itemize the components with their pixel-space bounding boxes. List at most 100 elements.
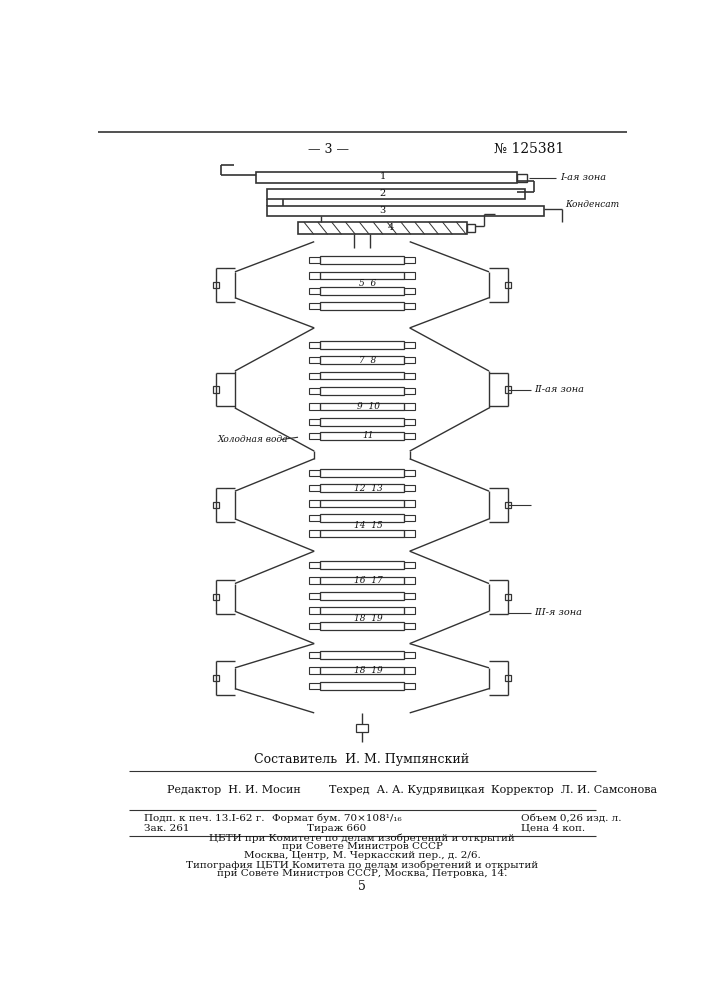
Bar [404, 272, 415, 279]
Bar [320, 514, 404, 522]
Bar [309, 562, 320, 568]
Bar [404, 530, 415, 537]
Bar [309, 485, 320, 491]
Text: 16  17: 16 17 [354, 576, 382, 585]
Bar [506, 282, 511, 288]
Bar [320, 561, 404, 569]
Bar [506, 386, 511, 393]
Bar [404, 515, 415, 521]
Bar [320, 651, 404, 659]
Bar [309, 403, 320, 410]
Bar [404, 652, 415, 658]
Bar [518, 174, 527, 182]
Bar [320, 403, 404, 410]
Bar [506, 675, 511, 681]
Bar [404, 485, 415, 491]
Bar [267, 206, 544, 216]
Bar [404, 607, 415, 614]
Bar [320, 469, 404, 477]
Bar [320, 682, 404, 690]
Text: II-ая зона: II-ая зона [534, 385, 584, 394]
Bar [356, 724, 368, 732]
Bar [320, 484, 404, 492]
Text: ЦБТИ при Комитете по делам изобретений и открытий: ЦБТИ при Комитете по делам изобретений и… [209, 834, 515, 843]
Text: 18  19: 18 19 [354, 614, 382, 623]
Text: — 3 —: — 3 — [308, 143, 349, 156]
Bar [309, 388, 320, 394]
Bar [506, 594, 511, 600]
Bar [309, 530, 320, 537]
Text: 9  10: 9 10 [356, 402, 380, 411]
Bar [309, 515, 320, 521]
Text: Тираж 660: Тираж 660 [307, 824, 366, 833]
Bar [267, 189, 525, 199]
Bar [320, 592, 404, 600]
Bar [309, 257, 320, 263]
Text: I-ая зона: I-ая зона [560, 173, 606, 182]
Bar [309, 577, 320, 584]
Bar [320, 256, 404, 264]
Bar [320, 418, 404, 426]
Bar [404, 683, 415, 689]
Bar [404, 470, 415, 476]
Bar [309, 623, 320, 629]
Bar [309, 593, 320, 599]
Bar [404, 562, 415, 568]
Bar [404, 388, 415, 394]
Text: 14  15: 14 15 [354, 521, 382, 530]
Bar [320, 272, 404, 279]
Bar [309, 683, 320, 689]
Bar [404, 303, 415, 309]
Bar [298, 222, 467, 234]
Text: 3: 3 [380, 206, 386, 215]
Bar [309, 500, 320, 507]
Bar [404, 288, 415, 294]
Text: Техред  А. А. Кудрявицкая: Техред А. А. Кудрявицкая [329, 785, 484, 795]
Bar [309, 373, 320, 379]
Bar [309, 652, 320, 658]
Bar [213, 282, 218, 288]
Bar [404, 593, 415, 599]
Bar [309, 303, 320, 309]
Bar [320, 356, 404, 364]
Bar [309, 433, 320, 439]
Text: Цена 4 коп.: Цена 4 коп. [521, 824, 585, 833]
Bar [404, 373, 415, 379]
Text: 1: 1 [380, 172, 386, 181]
Bar [404, 257, 415, 263]
Bar [320, 667, 404, 674]
Bar [320, 530, 404, 537]
Text: Москва, Центр, М. Черкасский пер., д. 2/6.: Москва, Центр, М. Черкасский пер., д. 2/… [244, 851, 480, 860]
Bar [404, 342, 415, 348]
Text: Типография ЦБТИ Комитета по делам изобретений и открытий: Типография ЦБТИ Комитета по делам изобре… [186, 861, 538, 870]
Text: 2: 2 [380, 189, 386, 198]
Text: Зак. 261: Зак. 261 [144, 824, 189, 833]
Bar [320, 387, 404, 395]
Bar [309, 357, 320, 363]
Bar [404, 403, 415, 410]
Bar [320, 372, 404, 379]
Text: III-я зона: III-я зона [534, 608, 582, 617]
Bar [309, 288, 320, 294]
Bar [256, 172, 518, 183]
Text: 12  13: 12 13 [354, 484, 382, 493]
Bar [320, 432, 404, 440]
Text: при Совете Министров СССР: при Совете Министров СССР [281, 842, 443, 851]
Bar [309, 470, 320, 476]
Text: Подп. к печ. 13.I-62 г.: Подп. к печ. 13.I-62 г. [144, 814, 264, 823]
Text: Холодная вода: Холодная вода [217, 435, 288, 444]
Text: 5  6: 5 6 [359, 279, 377, 288]
Text: 5: 5 [358, 880, 366, 893]
Bar [320, 341, 404, 349]
Bar [309, 272, 320, 279]
Text: 11: 11 [363, 431, 374, 440]
Text: Конденсат: Конденсат [565, 200, 619, 209]
Bar [506, 502, 511, 508]
Text: № 125381: № 125381 [494, 142, 564, 156]
Bar [404, 433, 415, 439]
Bar [320, 287, 404, 295]
Text: Объем 0,26 изд. л.: Объем 0,26 изд. л. [521, 814, 622, 823]
Text: Формат бум. 70×108¹/₁₆: Формат бум. 70×108¹/₁₆ [271, 814, 402, 823]
Bar [404, 667, 415, 674]
Bar [404, 357, 415, 363]
